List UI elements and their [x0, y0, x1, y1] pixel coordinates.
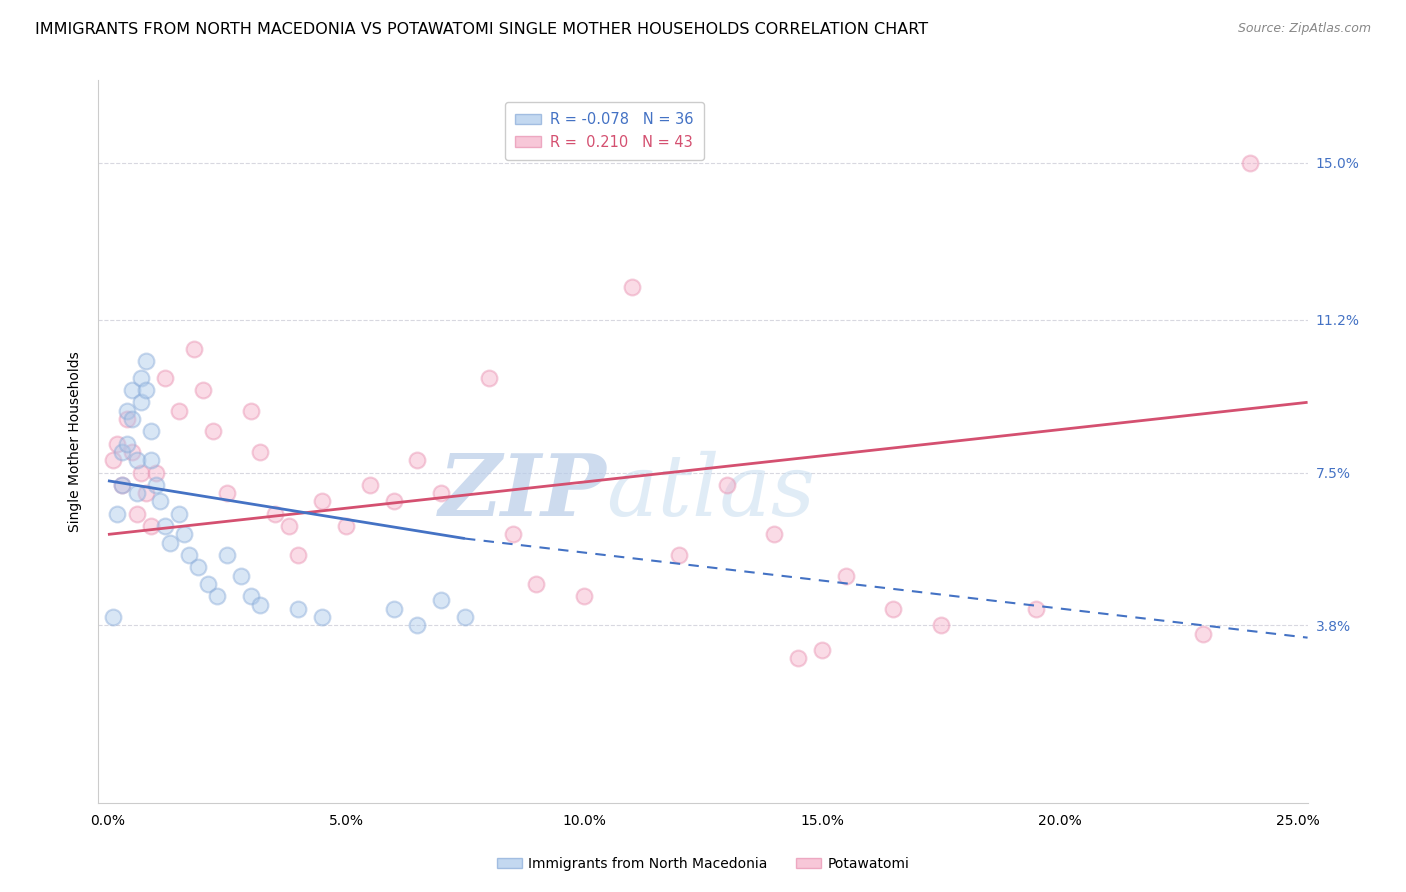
Point — [1239, 156, 1261, 170]
Point — [311, 494, 333, 508]
Point — [129, 370, 152, 384]
Point — [183, 342, 205, 356]
Point — [115, 436, 138, 450]
Point — [382, 494, 405, 508]
Point — [197, 577, 219, 591]
Point — [187, 560, 209, 574]
Point — [107, 507, 129, 521]
Point — [882, 601, 904, 615]
Point — [811, 643, 834, 657]
Point — [207, 590, 229, 604]
Point — [191, 383, 214, 397]
Point — [169, 507, 191, 521]
Point — [153, 370, 176, 384]
Point — [111, 478, 134, 492]
Point — [287, 601, 309, 615]
Point — [121, 445, 143, 459]
Point — [249, 598, 271, 612]
Y-axis label: Single Mother Households: Single Mother Households — [69, 351, 83, 532]
Point — [107, 436, 129, 450]
Point — [125, 486, 148, 500]
Point — [572, 590, 595, 604]
Point — [111, 445, 134, 459]
Legend: R = -0.078   N = 36, R =  0.210   N = 43: R = -0.078 N = 36, R = 0.210 N = 43 — [505, 102, 703, 160]
Point — [716, 478, 738, 492]
Point — [101, 610, 124, 624]
Point — [929, 618, 952, 632]
Point — [129, 466, 152, 480]
Point — [153, 519, 176, 533]
Point — [129, 395, 152, 409]
Point — [125, 507, 148, 521]
Point — [668, 548, 690, 562]
Point — [125, 453, 148, 467]
Point — [121, 383, 143, 397]
Point — [139, 424, 162, 438]
Point — [763, 527, 786, 541]
Point — [478, 370, 501, 384]
Point — [115, 403, 138, 417]
Point — [139, 453, 162, 467]
Point — [135, 486, 157, 500]
Point — [502, 527, 524, 541]
Point — [1025, 601, 1047, 615]
Point — [215, 548, 238, 562]
Text: ZIP: ZIP — [439, 450, 606, 534]
Point — [101, 453, 124, 467]
Point — [111, 478, 134, 492]
Point — [177, 548, 200, 562]
Point — [249, 445, 271, 459]
Point — [215, 486, 238, 500]
Point — [311, 610, 333, 624]
Point — [115, 412, 138, 426]
Point — [430, 486, 453, 500]
Point — [835, 568, 858, 582]
Point — [620, 279, 643, 293]
Point — [145, 466, 167, 480]
Point — [406, 453, 429, 467]
Point — [135, 383, 157, 397]
Text: Source: ZipAtlas.com: Source: ZipAtlas.com — [1237, 22, 1371, 36]
Point — [239, 403, 262, 417]
Text: atlas: atlas — [606, 450, 815, 533]
Point — [382, 601, 405, 615]
Point — [359, 478, 381, 492]
Point — [1192, 626, 1215, 640]
Point — [430, 593, 453, 607]
Point — [145, 478, 167, 492]
Point — [139, 519, 162, 533]
Point — [277, 519, 299, 533]
Point — [121, 412, 143, 426]
Point — [263, 507, 285, 521]
Point — [406, 618, 429, 632]
Point — [287, 548, 309, 562]
Point — [787, 651, 810, 665]
Point — [239, 590, 262, 604]
Point — [335, 519, 357, 533]
Point — [169, 403, 191, 417]
Point — [159, 535, 181, 549]
Text: IMMIGRANTS FROM NORTH MACEDONIA VS POTAWATOMI SINGLE MOTHER HOUSEHOLDS CORRELATI: IMMIGRANTS FROM NORTH MACEDONIA VS POTAW… — [35, 22, 928, 37]
Point — [149, 494, 172, 508]
Point — [231, 568, 253, 582]
Point — [173, 527, 195, 541]
Point — [201, 424, 224, 438]
Point — [135, 354, 157, 368]
Point — [524, 577, 547, 591]
Legend: Immigrants from North Macedonia, Potawatomi: Immigrants from North Macedonia, Potawat… — [491, 851, 915, 876]
Point — [454, 610, 477, 624]
